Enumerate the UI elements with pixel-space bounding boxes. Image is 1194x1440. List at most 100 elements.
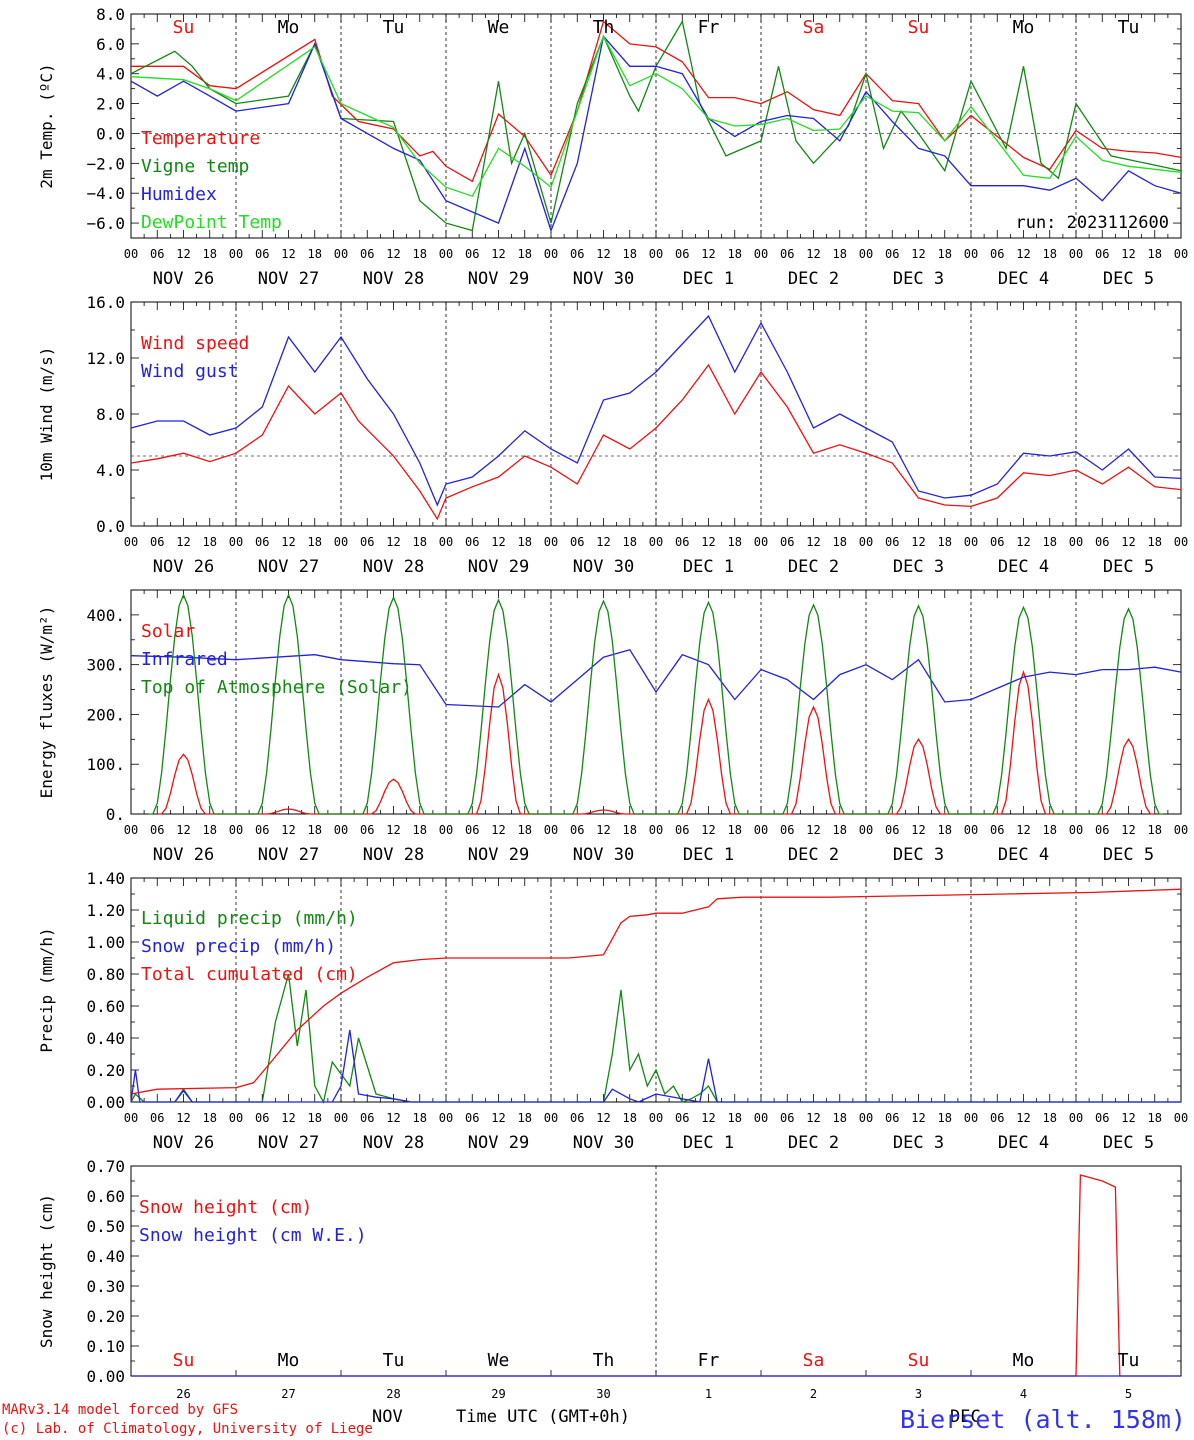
date-label: NOV 26: [153, 1133, 214, 1153]
hour-tick-label: 06: [570, 247, 584, 261]
hour-tick-label: 06: [990, 1111, 1004, 1125]
day-of-week-label: Tu: [1118, 17, 1140, 38]
hour-tick-label: 12: [386, 535, 400, 549]
day-number-label: 5: [1125, 1387, 1132, 1401]
hour-tick-label: 06: [465, 535, 479, 549]
hour-tick-label: 12: [806, 823, 820, 837]
hour-tick-label: 18: [833, 823, 847, 837]
hour-tick-label: 06: [1095, 247, 1109, 261]
series-line-wind-gust: [130, 314, 1182, 507]
hour-tick-label: 00: [124, 535, 138, 549]
y-axis-label: 10m Wind (m/s): [37, 347, 56, 482]
hour-tick-label: 06: [255, 535, 269, 549]
legend-entry: Snow height (cm): [139, 1197, 312, 1218]
hour-tick-label: 12: [386, 1111, 400, 1125]
date-label: DEC 5: [1103, 1133, 1154, 1153]
hour-tick-label: 06: [150, 535, 164, 549]
hour-tick-label: 06: [885, 1111, 899, 1125]
day-number-label: 2: [810, 1387, 817, 1401]
hour-tick-label: 00: [649, 823, 663, 837]
hour-tick-label: 06: [465, 823, 479, 837]
y-tick-label: 2.0: [96, 95, 125, 114]
hour-tick-label: 00: [964, 247, 978, 261]
date-label: NOV 28: [363, 845, 424, 865]
y-tick-label: 0.0: [96, 517, 125, 536]
hour-tick-label: 06: [675, 1111, 689, 1125]
hour-tick-label: 12: [911, 823, 925, 837]
hour-tick-label: 18: [308, 535, 322, 549]
hour-tick-label: 06: [465, 247, 479, 261]
hour-tick-label: 00: [124, 1111, 138, 1125]
y-tick-label: 12.0: [86, 349, 125, 368]
legend-entry: Wind gust: [141, 361, 239, 382]
hour-tick-label: 18: [623, 1111, 637, 1125]
day-number-label: 1: [705, 1387, 712, 1401]
hour-tick-label: 00: [859, 823, 873, 837]
y-tick-label: 100.: [86, 755, 125, 774]
hour-tick-label: 18: [203, 247, 217, 261]
hour-tick-label: 12: [701, 535, 715, 549]
hour-tick-label: 00: [754, 535, 768, 549]
date-label: NOV 26: [153, 845, 214, 865]
day-of-week-label: Su: [173, 17, 195, 38]
date-label: NOV 29: [468, 845, 529, 865]
legend-entry: Snow height (cm W.E.): [139, 1225, 367, 1246]
hour-tick-label: 00: [1069, 535, 1083, 549]
day-of-week-label: Su: [908, 17, 930, 38]
hour-tick-label: 06: [675, 823, 689, 837]
hour-tick-label: 12: [281, 823, 295, 837]
hour-tick-label: 00: [964, 823, 978, 837]
hour-tick-label: 18: [728, 535, 742, 549]
hour-tick-label: 06: [360, 535, 374, 549]
date-label: DEC 1: [683, 557, 734, 577]
date-label: NOV 30: [573, 1133, 634, 1153]
date-label: NOV 30: [573, 269, 634, 289]
hour-tick-label: 18: [728, 823, 742, 837]
hour-tick-label: 00: [544, 535, 558, 549]
hour-tick-label: 18: [203, 535, 217, 549]
hour-tick-label: 12: [176, 1111, 190, 1125]
y-tick-label: 0.60: [86, 997, 125, 1016]
hour-tick-label: 00: [1174, 247, 1188, 261]
series-line-wind-speed: [130, 363, 1182, 521]
hour-tick-label: 00: [859, 1111, 873, 1125]
date-label: NOV 28: [363, 1133, 424, 1153]
legend-entry: Liquid precip (mm/h): [141, 908, 358, 929]
hour-tick-label: 06: [465, 1111, 479, 1125]
hour-tick-label: 18: [833, 247, 847, 261]
hour-tick-label: 12: [596, 247, 610, 261]
series-line-snow-precip-mm-h-: [130, 1029, 1181, 1103]
legend-entry: Infrared: [141, 649, 228, 670]
hour-tick-label: 12: [1121, 823, 1135, 837]
hour-tick-label: 12: [386, 823, 400, 837]
date-label: DEC 3: [893, 557, 944, 577]
hour-tick-label: 18: [203, 823, 217, 837]
day-of-week-label: Mo: [278, 1350, 300, 1371]
y-tick-label: 4.0: [96, 65, 125, 84]
date-label: DEC 4: [998, 269, 1049, 289]
legend-entry: Total cumulated (cm): [141, 964, 358, 985]
y-tick-label: 0.00: [86, 1093, 125, 1112]
hour-tick-label: 18: [833, 535, 847, 549]
y-axis-label: Precip (mm/h): [37, 927, 56, 1052]
hour-tick-label: 18: [728, 247, 742, 261]
legend-entry: Vigne temp: [141, 156, 249, 177]
hour-tick-label: 00: [334, 823, 348, 837]
hour-tick-label: 18: [1043, 1111, 1057, 1125]
hour-tick-label: 12: [911, 1111, 925, 1125]
hour-tick-label: 06: [150, 823, 164, 837]
hour-tick-label: 00: [754, 823, 768, 837]
day-of-week-label: Sa: [803, 17, 825, 38]
hour-tick-label: 12: [491, 1111, 505, 1125]
y-tick-label: 0.40: [86, 1247, 125, 1266]
day-of-week-label: Sa: [803, 1350, 825, 1371]
hour-tick-label: 00: [859, 247, 873, 261]
hour-tick-label: 12: [1016, 535, 1030, 549]
y-tick-label: 1.40: [86, 869, 125, 888]
hour-tick-label: 12: [806, 247, 820, 261]
hour-tick-label: 18: [623, 535, 637, 549]
hour-tick-label: 00: [229, 823, 243, 837]
series-line-temperature: [131, 20, 1182, 183]
hour-tick-label: 18: [938, 823, 952, 837]
y-tick-label: −4.0: [86, 184, 125, 203]
